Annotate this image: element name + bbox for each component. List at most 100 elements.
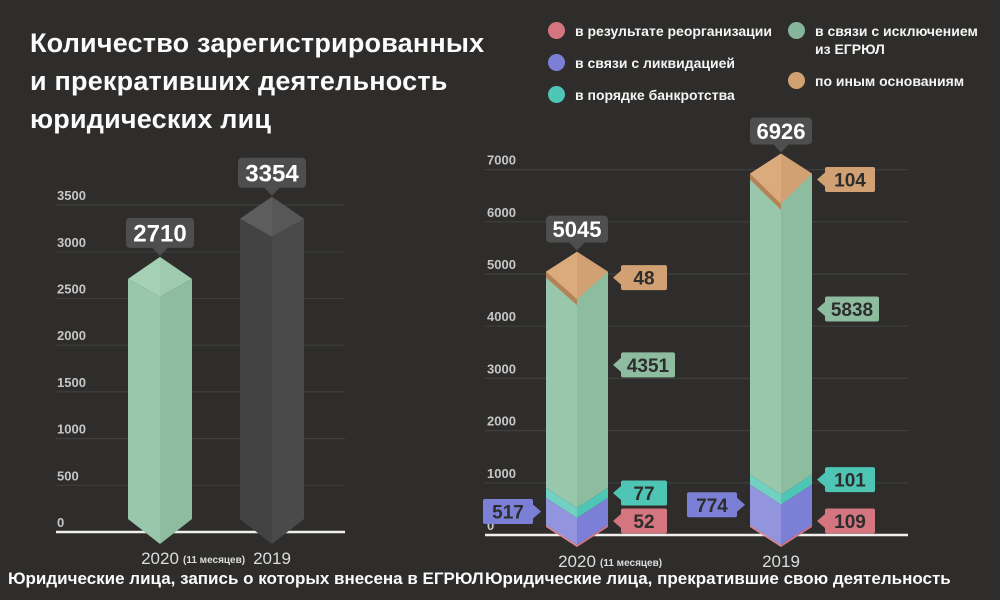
segment-other-cap-left	[546, 251, 577, 300]
segment-value-callout: 109	[817, 508, 875, 534]
y-tick-label: 1000	[57, 422, 86, 437]
segment-liquidation-left-face	[546, 498, 577, 545]
legend-item-reorganization: в результате реорганизации	[548, 22, 783, 40]
title-line-3: юридических лиц	[30, 104, 272, 134]
callout-pointer	[613, 357, 621, 372]
segment-reorganization-left-face	[546, 525, 577, 547]
legend-label: в связи с исключением из ЕГРЮЛ	[815, 23, 978, 57]
segment-other-cap-shadow	[750, 173, 781, 210]
total-callout-pointer	[569, 242, 585, 251]
callout-box	[621, 508, 667, 534]
segment-value-callout: 774	[687, 492, 745, 518]
segment-value-callout: 517	[483, 499, 541, 525]
segment-other-cap-right	[781, 153, 812, 204]
callout-pointer	[533, 504, 541, 519]
total-value: 5045	[553, 217, 602, 242]
segment-liquidation-right-face	[781, 484, 812, 545]
segment-value-callout: 48	[613, 265, 667, 291]
bar-cap-left	[240, 196, 272, 237]
segment-value-callout: 5838	[817, 296, 879, 322]
y-tick-label: 6000	[487, 205, 516, 220]
segment-bankruptcy-left-face	[546, 488, 577, 519]
legend-item-egrul-exclusion: в связи с исключением из ЕГРЮЛ	[788, 22, 988, 58]
segment-reorganization-right-face	[577, 525, 608, 547]
total-callout-box	[546, 215, 608, 243]
segment-value: 52	[633, 512, 654, 533]
callout-pointer	[817, 172, 825, 187]
segment-bankruptcy-right-face	[781, 474, 812, 505]
total-callout-box	[126, 217, 194, 248]
segment-value-callout: 101	[817, 467, 875, 493]
legend-dot-tan-icon	[788, 72, 805, 89]
y-tick-label: 2000	[487, 414, 516, 429]
segment-liquidation-right-face	[577, 498, 608, 545]
segment-egrul-exclusion-right-face	[781, 173, 812, 495]
callout-box	[621, 265, 667, 291]
segment-value: 774	[696, 496, 728, 517]
callout-box	[687, 492, 737, 518]
y-tick-label: 3000	[487, 361, 516, 376]
total-callout: 6926	[750, 117, 812, 153]
callout-pointer	[817, 472, 825, 487]
segment-value: 104	[834, 170, 866, 191]
legend-dot-teal-icon	[548, 86, 565, 103]
axis: 0 500 1000 1500 2000 2500 3000 3500	[56, 188, 345, 534]
segment-bankruptcy-right-face	[577, 488, 608, 519]
right-chart-caption: Юридические лица, прекратившие свою деят…	[485, 569, 951, 588]
segment-reorganization-left-face	[750, 525, 781, 547]
callout-box	[825, 166, 875, 192]
segment-value: 48	[633, 269, 654, 290]
segment-value: 517	[492, 503, 524, 524]
legend-dot-pink-icon	[548, 22, 565, 39]
y-tick-label: 3500	[57, 188, 86, 203]
y-tick-label: 3000	[57, 235, 86, 250]
callout-box	[621, 480, 667, 506]
legend-label: в порядке банкротства	[575, 87, 735, 103]
title-line-1: Количество зарегистрированных	[30, 28, 485, 58]
title-line-2: и прекративших деятельность	[30, 66, 448, 96]
total-callout-box	[750, 117, 812, 145]
bar-left-face	[128, 278, 160, 544]
legend-item-other-grounds: по иным основаниям	[788, 72, 988, 90]
segment-bankruptcy-left-face	[750, 474, 781, 505]
bar-cap-right	[272, 196, 304, 237]
total-value: 2710	[133, 221, 186, 248]
legend-label: в результате реорганизации	[575, 23, 772, 39]
y-tick-label: 1500	[57, 375, 86, 390]
total-callout: 2710	[126, 217, 194, 256]
legend-column-1: в результате реорганизации в связи с лик…	[548, 22, 783, 118]
y-tick-label: 500	[57, 468, 79, 483]
y-tick-label: 2000	[57, 328, 86, 343]
y-tick-label: 1000	[487, 466, 516, 481]
y-tick-label: 0	[487, 518, 494, 533]
bar-left-face	[240, 218, 272, 545]
total-callout-box	[238, 157, 306, 188]
stacked-bar-2020-ceased: 52 517 77 4351 48 5045	[483, 215, 675, 547]
page-title: Количество зарегистрированных и прекрати…	[30, 24, 484, 138]
bar-cap-right	[160, 256, 192, 297]
x-category-label: 2019	[762, 552, 800, 571]
segment-value: 109	[834, 512, 866, 533]
callout-pointer	[737, 497, 745, 512]
callout-pointer	[613, 270, 621, 285]
segment-reorganization-right-face	[781, 525, 812, 547]
segment-value: 101	[834, 471, 866, 492]
x-category-label: 2020	[141, 549, 179, 568]
bar-right-face	[160, 278, 192, 544]
callout-box	[825, 296, 879, 322]
y-tick-label: 7000	[487, 153, 516, 168]
bar-2019-registered: 3354	[238, 157, 306, 545]
legend-item-bankruptcy: в порядке банкротства	[548, 86, 783, 104]
callout-box	[825, 467, 875, 493]
callout-box	[621, 352, 675, 378]
y-tick-label: 5000	[487, 257, 516, 272]
bar-cap-left	[128, 256, 160, 297]
total-callout: 3354	[238, 157, 306, 196]
left-chart-caption: Юридические лица, запись о которых внесе…	[8, 569, 484, 588]
callout-pointer	[817, 302, 825, 317]
callout-pointer	[613, 514, 621, 528]
y-tick-label: 0	[57, 515, 64, 530]
legend-label: по иным основаниям	[815, 73, 965, 89]
total-callout-pointer	[152, 247, 168, 256]
